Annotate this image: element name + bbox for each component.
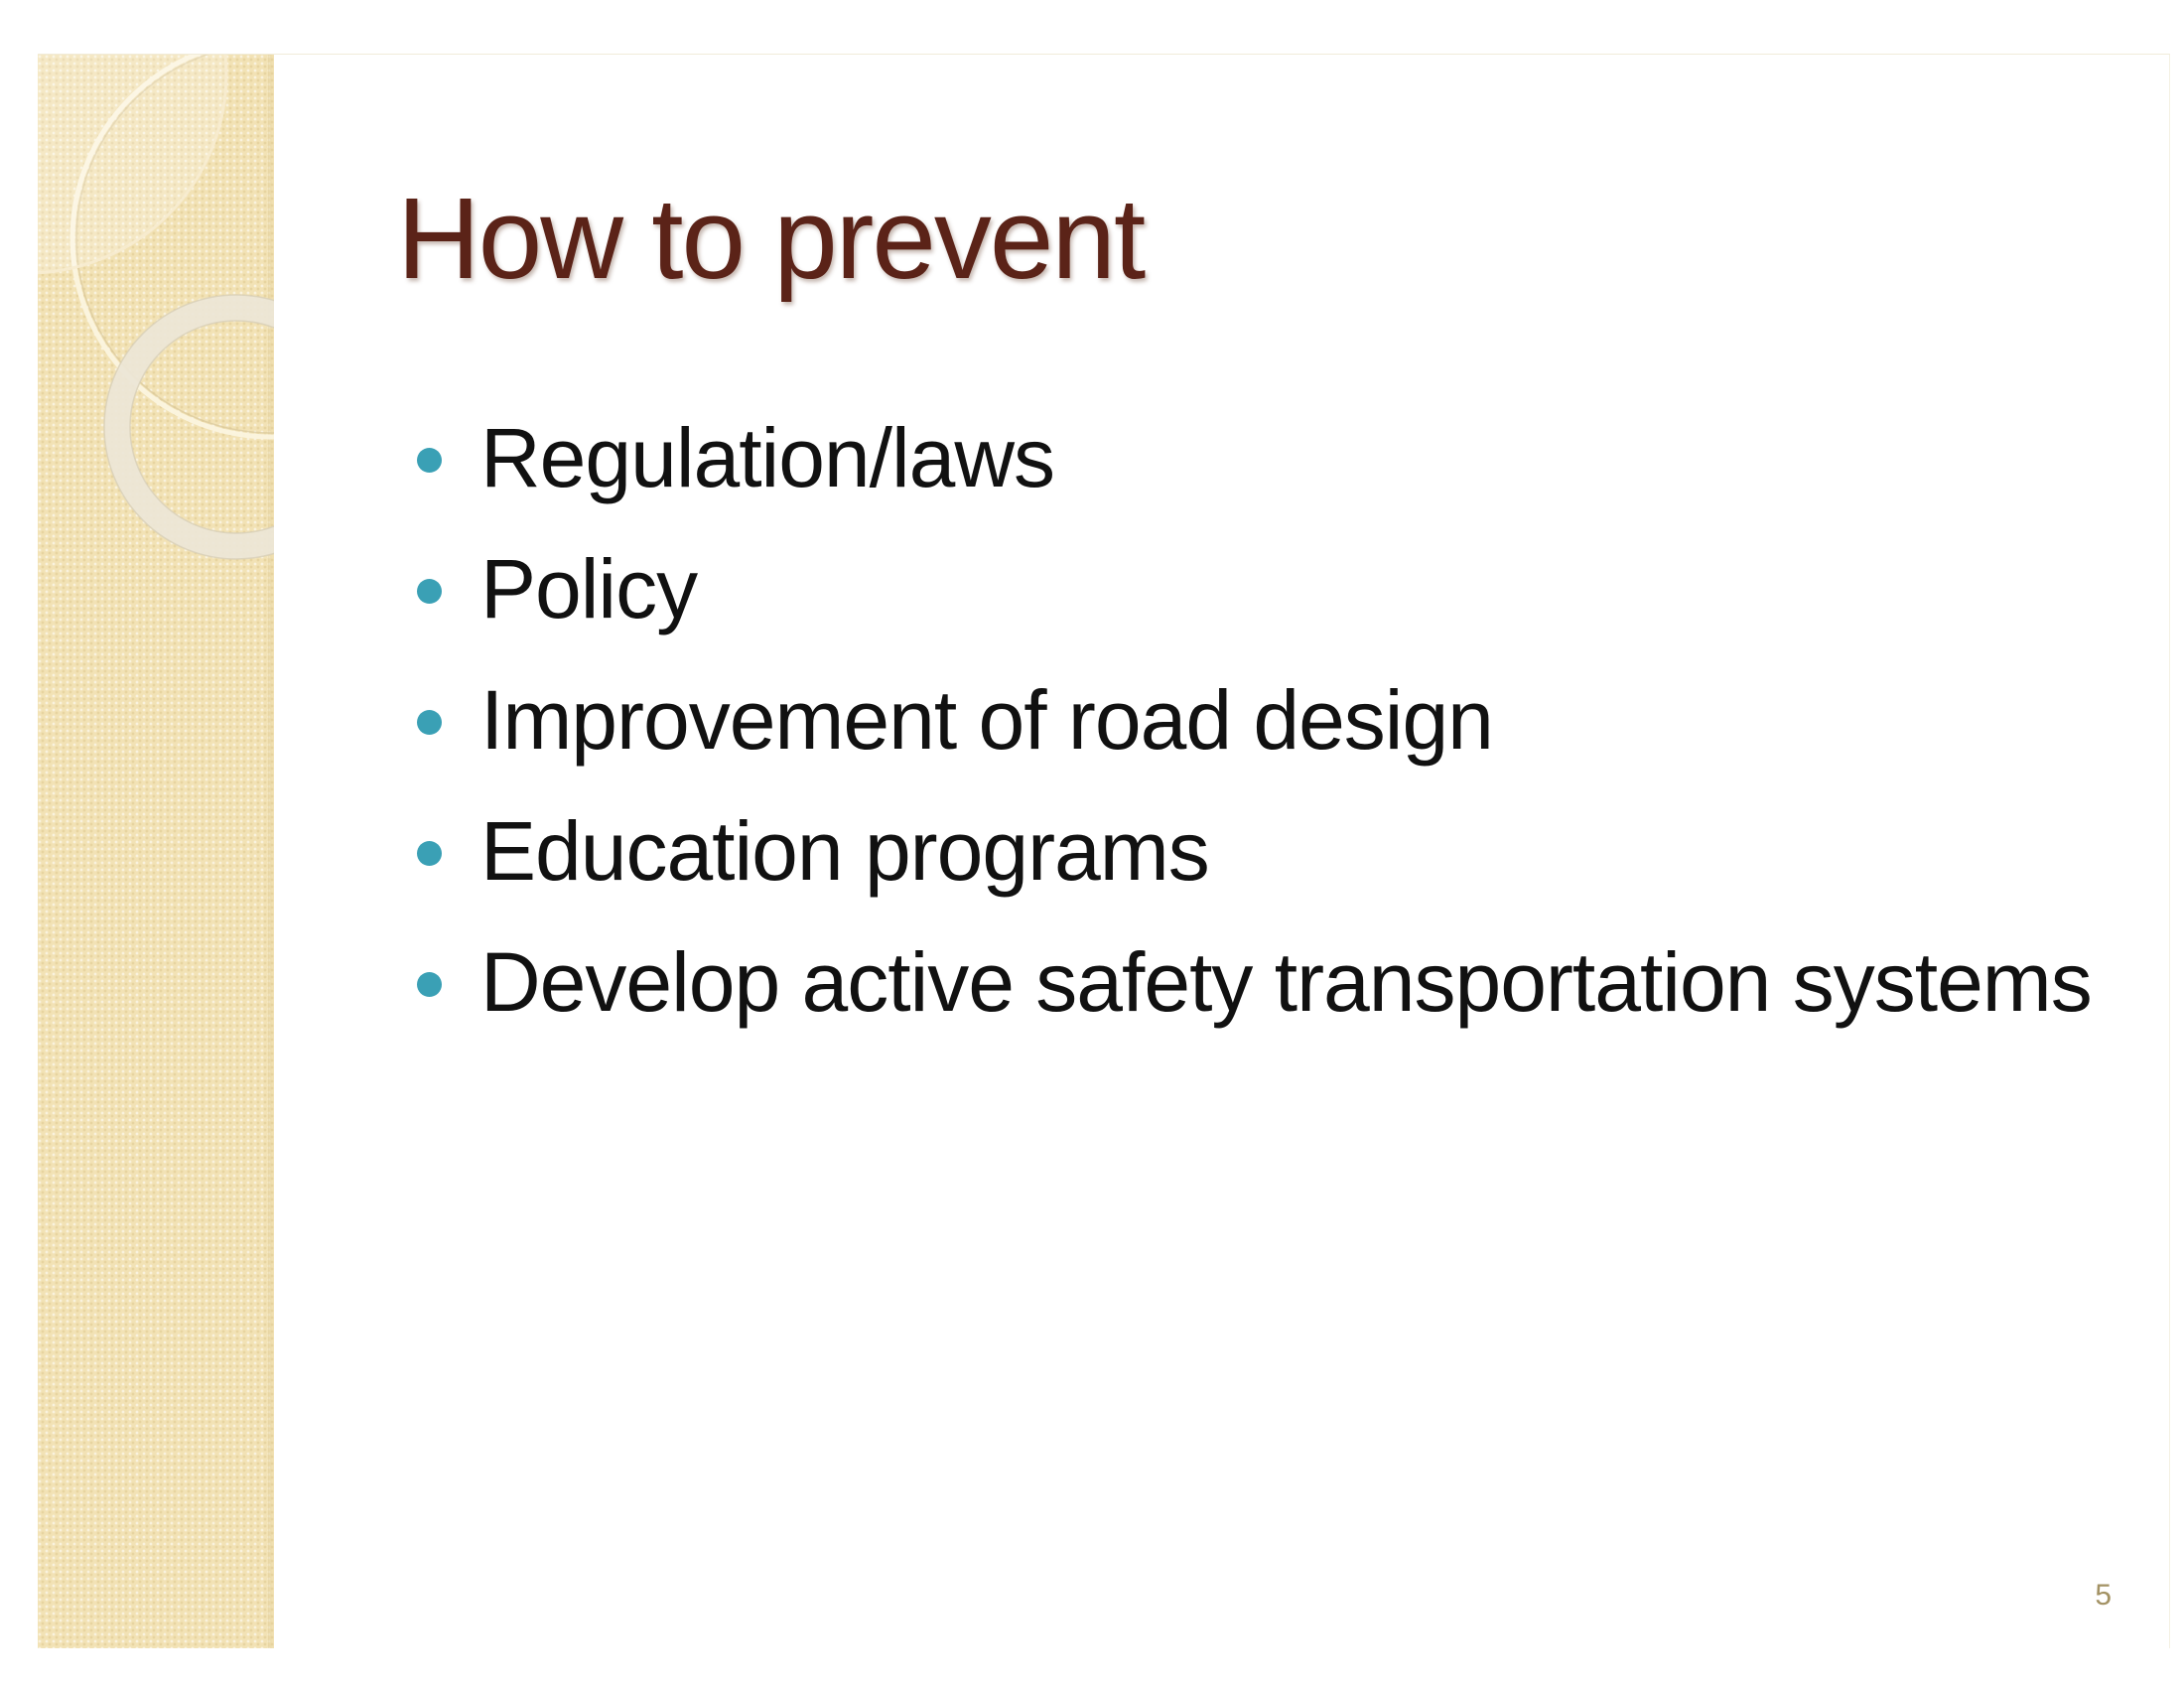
bullet-item: Improvement of road design	[417, 664, 2105, 775]
page-number: 5	[2095, 1579, 2112, 1612]
bullet-item: Policy	[417, 533, 2105, 644]
bullet-list: Regulation/laws Policy Improvement of ro…	[417, 402, 2105, 1057]
bullet-item: Develop active safety transportation sys…	[417, 926, 2105, 1038]
side-band-edge	[268, 55, 274, 1648]
bullet-icon	[417, 841, 442, 866]
slide: How to prevent Regulation/laws Policy Im…	[38, 54, 2170, 1648]
bullet-icon	[417, 972, 442, 997]
bullet-item: Regulation/laws	[417, 402, 2105, 513]
bullet-icon	[417, 579, 442, 604]
decorative-circles-icon	[38, 55, 274, 560]
bullet-text: Policy	[480, 542, 698, 635]
bullet-text: Education programs	[480, 804, 1210, 898]
slide-title: How to prevent	[397, 174, 1146, 303]
bullet-text: Develop active safety transportation sys…	[480, 935, 2093, 1029]
bullet-icon	[417, 448, 442, 473]
bullet-text: Regulation/laws	[480, 411, 1055, 504]
bullet-text: Improvement of road design	[480, 673, 1494, 767]
bullet-icon	[417, 710, 442, 735]
bullet-item: Education programs	[417, 795, 2105, 907]
